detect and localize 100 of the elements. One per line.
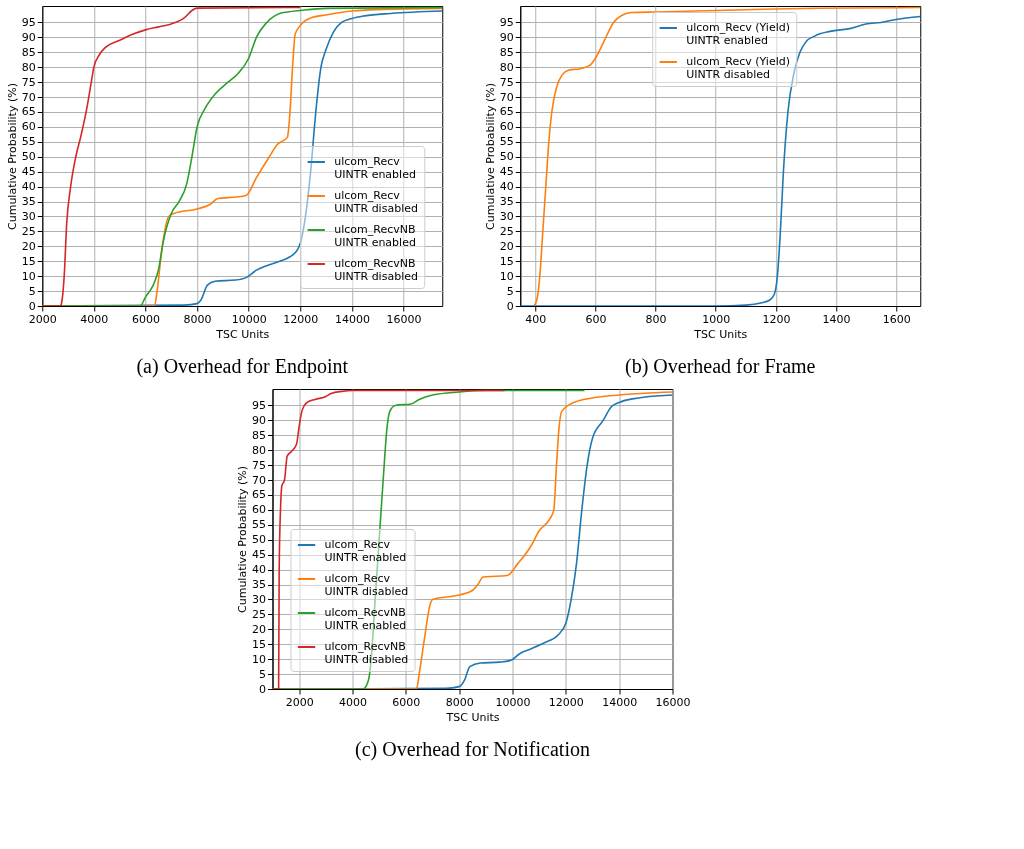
y-tick-label: 5: [259, 667, 266, 681]
x-tick-label: 4000: [339, 695, 367, 709]
x-tick-label: 8000: [445, 695, 474, 709]
y-tick-label: 65: [252, 488, 266, 502]
x-tick-label: 12000: [283, 312, 319, 326]
y-tick-label: 75: [499, 75, 514, 89]
y-tick-label: 50: [499, 150, 514, 164]
y-tick-label: 95: [499, 15, 514, 29]
y-tick-label: 30: [499, 209, 514, 223]
y-tick-label: 80: [499, 60, 514, 74]
y-tick-label: 20: [499, 239, 514, 253]
x-tick-label: 2000: [285, 695, 314, 709]
x-axis-title: TSC Units: [693, 327, 748, 341]
y-tick-label: 90: [21, 30, 36, 44]
y-tick-label: 25: [252, 607, 266, 621]
y-tick-label: 40: [499, 180, 514, 194]
y-tick-label: 50: [252, 533, 266, 547]
y-tick-label: 95: [21, 15, 36, 29]
x-axis-title: TSC Units: [445, 710, 500, 724]
y-tick-label: 45: [21, 165, 36, 179]
y-tick-label: 25: [499, 224, 514, 238]
y-axis-title: Cumulative Probability (%): [483, 83, 497, 230]
y-tick-label: 75: [21, 75, 36, 89]
y-axis-title: Cumulative Probability (%): [5, 83, 19, 230]
x-tick-label: 16000: [655, 695, 691, 709]
legend-label: ulcom_Recv (Yield) UINTR disabled: [686, 55, 791, 81]
y-tick-label: 80: [21, 60, 36, 74]
y-tick-label: 55: [252, 518, 266, 532]
y-tick-label: 10: [499, 269, 514, 283]
x-axis-title: TSC Units: [215, 327, 270, 341]
y-tick-label: 40: [252, 563, 266, 577]
y-tick-label: 85: [252, 428, 266, 442]
x-tick-label: 6000: [392, 695, 421, 709]
x-tick-label: 10000: [495, 695, 531, 709]
y-tick-label: 65: [21, 105, 36, 119]
y-tick-label: 10: [252, 652, 266, 666]
y-tick-label: 70: [252, 473, 266, 487]
legend-label: ulcom_RecvNB UINTR enabled: [334, 223, 416, 249]
y-tick-label: 65: [499, 105, 514, 119]
y-tick-label: 5: [28, 284, 36, 298]
y-tick-label: 15: [252, 637, 266, 651]
x-tick-label: 8000: [183, 312, 212, 326]
y-tick-label: 10: [21, 269, 36, 283]
y-tick-label: 55: [21, 135, 36, 149]
y-tick-label: 75: [252, 458, 266, 472]
y-tick-label: 5: [506, 284, 514, 298]
y-tick-label: 40: [21, 180, 36, 194]
y-tick-label: 0: [506, 299, 514, 313]
y-tick-label: 55: [499, 135, 514, 149]
text: (a) Overhead for Endpoint: [136, 355, 349, 378]
y-tick-label: 70: [499, 90, 514, 104]
legend-label: ulcom_Recv UINTR disabled: [324, 572, 409, 598]
x-tick-label: 1600: [882, 312, 911, 326]
y-tick-label: 85: [499, 45, 514, 59]
text: (b) Overhead for Frame: [625, 355, 816, 378]
y-tick-label: 15: [21, 254, 36, 268]
x-tick-label: 14000: [334, 312, 370, 326]
x-tick-label: 16000: [386, 312, 422, 326]
y-tick-label: 45: [252, 548, 266, 562]
y-tick-label: 15: [499, 254, 514, 268]
y-tick-label: 20: [252, 622, 266, 636]
y-tick-label: 90: [499, 30, 514, 44]
y-tick-label: 80: [252, 443, 266, 457]
x-tick-label: 1000: [702, 312, 731, 326]
legend-label: ulcom_Recv UINTR disabled: [334, 189, 418, 215]
y-tick-label: 30: [21, 209, 36, 223]
legend-label: ulcom_Recv UINTR enabled: [334, 155, 416, 181]
text: (c) Overhead for Notification: [355, 738, 590, 761]
y-tick-label: 30: [252, 592, 266, 606]
y-tick-label: 20: [21, 239, 36, 253]
legend-label: ulcom_RecvNB UINTR disabled: [334, 257, 418, 283]
y-tick-label: 60: [499, 120, 514, 134]
y-tick-label: 25: [21, 224, 36, 238]
x-tick-label: 10000: [231, 312, 267, 326]
y-tick-label: 95: [252, 398, 266, 412]
y-tick-label: 85: [21, 45, 36, 59]
x-tick-label: 800: [645, 312, 667, 326]
x-tick-label: 14000: [602, 695, 638, 709]
x-tick-label: 2000: [28, 312, 57, 326]
legend-label: ulcom_Recv UINTR enabled: [324, 538, 407, 564]
y-tick-label: 0: [28, 299, 36, 313]
y-tick-label: 50: [21, 150, 36, 164]
y-tick-label: 35: [21, 195, 36, 209]
y-tick-label: 70: [21, 90, 36, 104]
x-tick-label: 400: [525, 312, 547, 326]
x-tick-label: 600: [585, 312, 607, 326]
x-tick-label: 12000: [548, 695, 584, 709]
x-tick-label: 1400: [822, 312, 851, 326]
y-axis-title: Cumulative Probability (%): [236, 466, 249, 613]
y-tick-label: 35: [499, 195, 514, 209]
legend-label: ulcom_RecvNB UINTR disabled: [324, 640, 409, 666]
y-tick-label: 45: [499, 165, 514, 179]
y-tick-label: 35: [252, 578, 266, 592]
legend-label: ulcom_Recv (Yield) UINTR enabled: [686, 21, 791, 47]
x-tick-label: 6000: [131, 312, 160, 326]
y-tick-label: 0: [259, 682, 266, 696]
legend-label: ulcom_RecvNB UINTR enabled: [324, 606, 407, 632]
x-tick-label: 4000: [80, 312, 109, 326]
y-tick-label: 60: [21, 120, 36, 134]
y-tick-label: 60: [252, 503, 266, 517]
